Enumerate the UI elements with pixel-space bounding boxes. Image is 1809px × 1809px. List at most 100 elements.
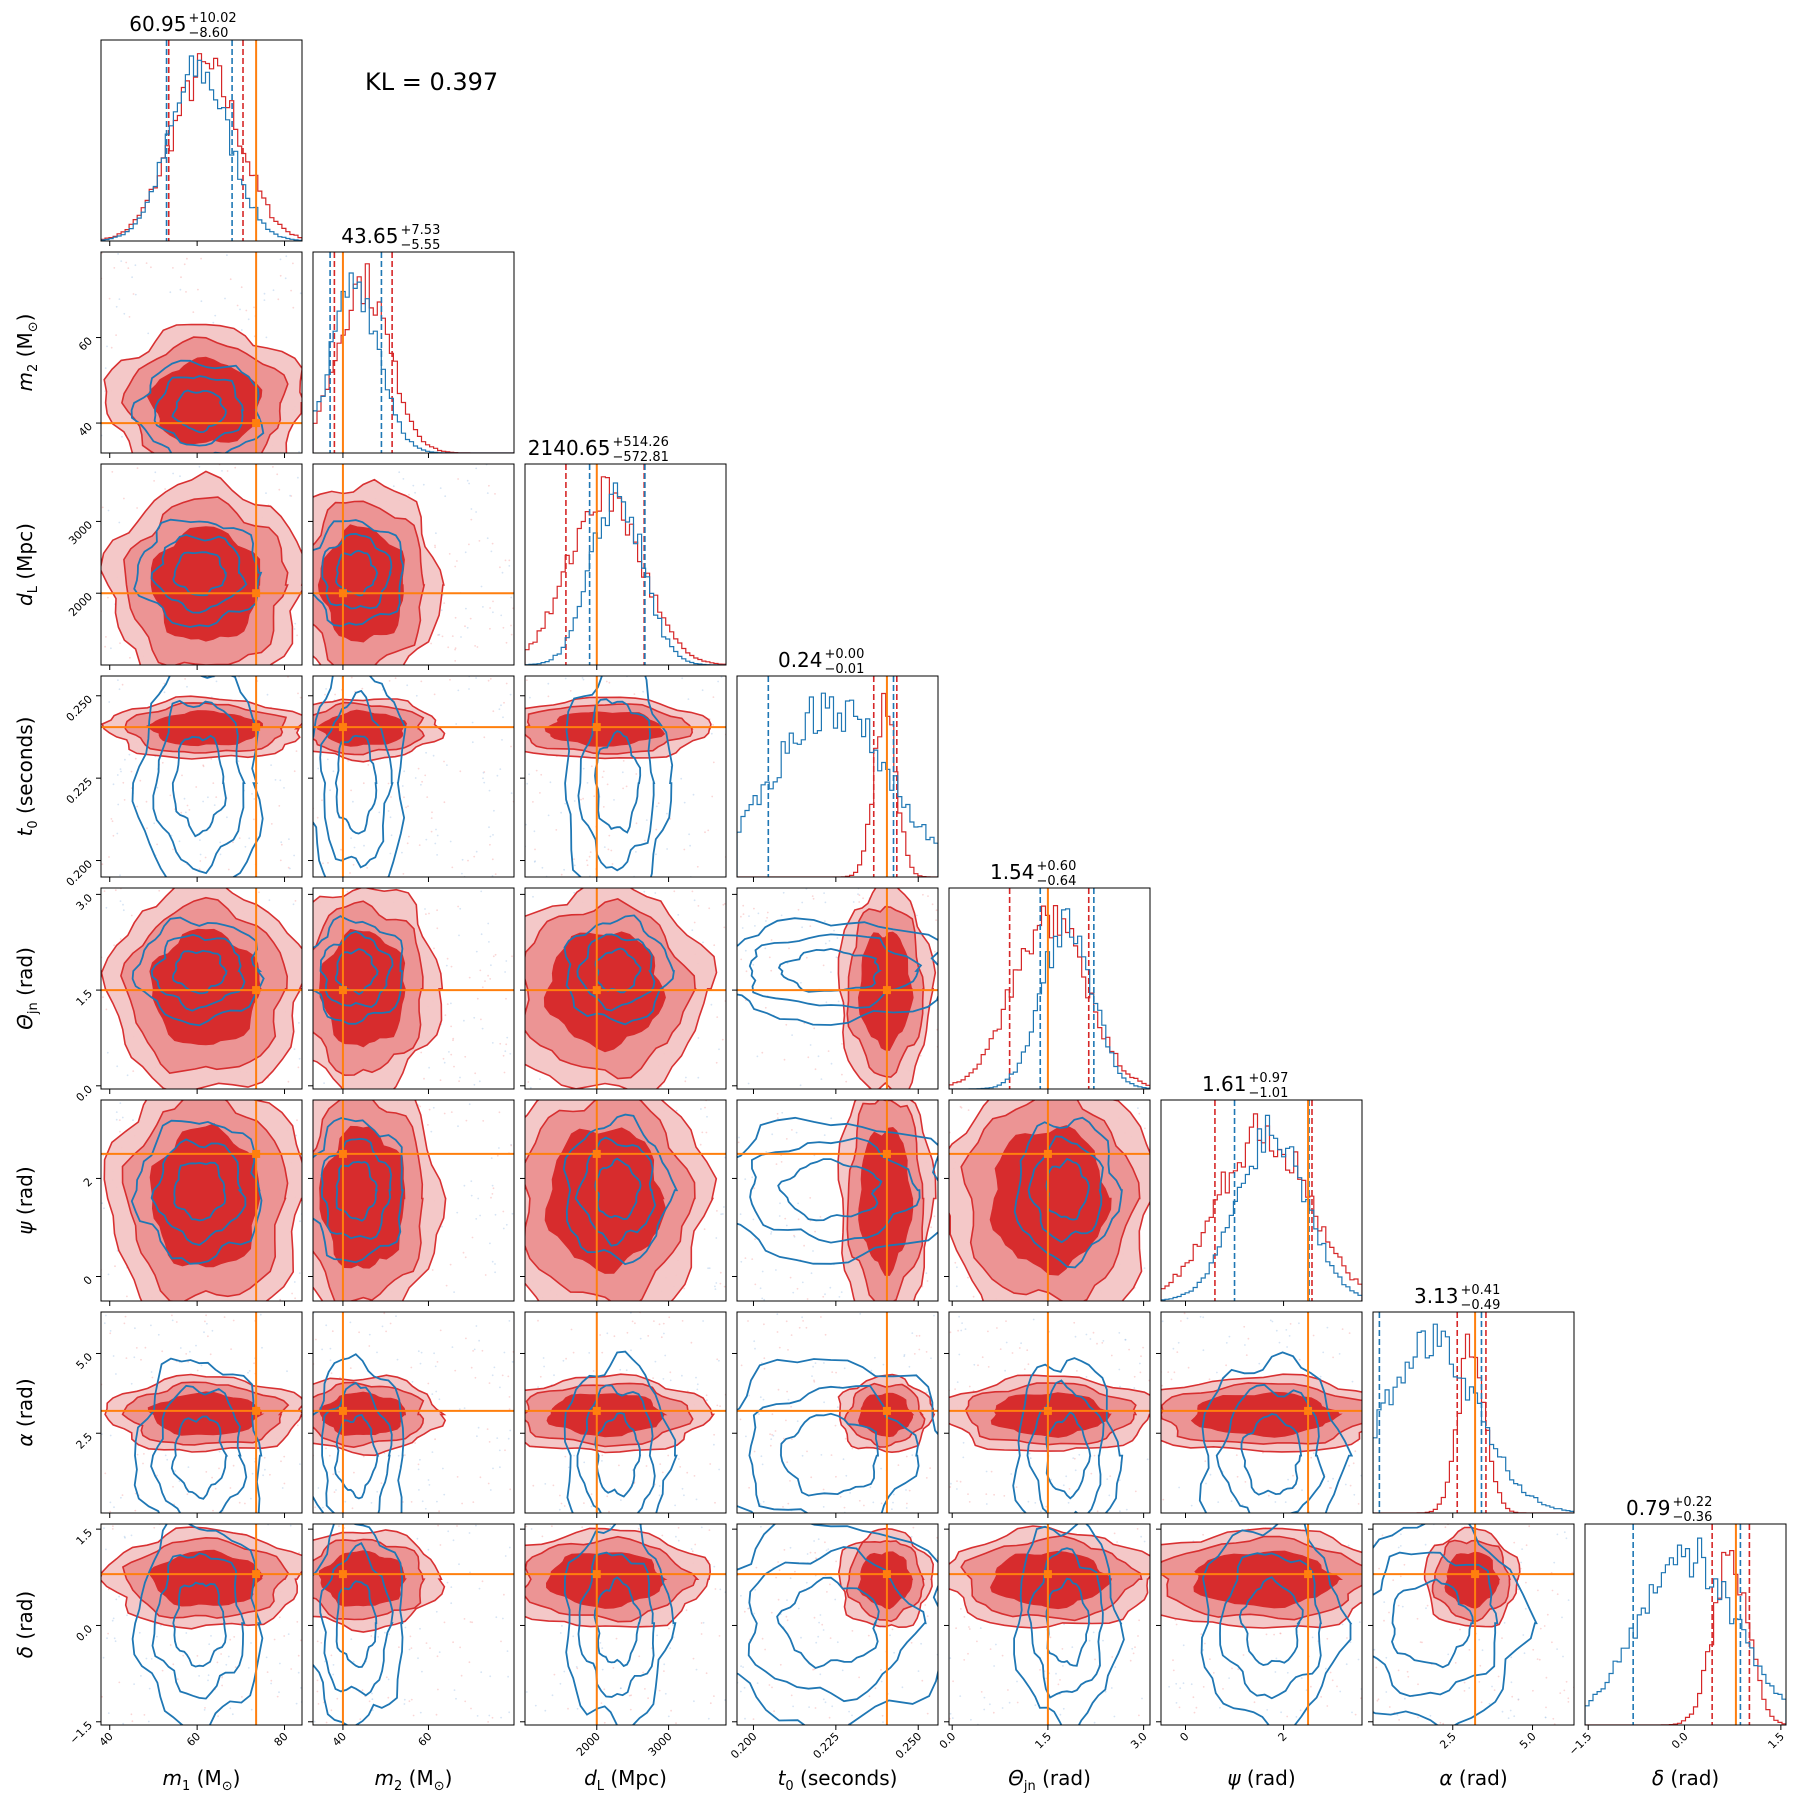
- sample-point: [713, 944, 716, 947]
- sample-point: [443, 801, 446, 804]
- sample-point: [754, 925, 756, 927]
- sample-point: [455, 723, 458, 725]
- truth-marker: [1471, 1570, 1480, 1579]
- sample-point: [442, 1467, 444, 1470]
- sample-point: [1134, 1490, 1137, 1493]
- sample-point: [529, 1086, 532, 1089]
- sample-point: [814, 1551, 817, 1554]
- sample-point: [1339, 1690, 1342, 1693]
- y-tick-label: 0.225: [64, 775, 95, 806]
- sample-point: [410, 1366, 413, 1369]
- sample-point: [142, 1462, 144, 1465]
- sample-point: [1001, 1707, 1004, 1709]
- sample-point: [290, 495, 293, 497]
- sample-point: [783, 1549, 786, 1551]
- sample-point: [835, 956, 838, 959]
- sample-point: [438, 1510, 440, 1513]
- sample-point: [1124, 1338, 1127, 1341]
- truth-marker: [1304, 1570, 1313, 1579]
- sample-point: [547, 814, 550, 817]
- contour-blue-1: [321, 1381, 393, 1513]
- sample-point: [1175, 1702, 1178, 1704]
- sample-point: [295, 1134, 297, 1137]
- sample-point: [412, 484, 415, 487]
- sample-point: [786, 1461, 789, 1464]
- sample-point: [1497, 1675, 1500, 1678]
- sample-point: [722, 903, 725, 906]
- panel-content: [525, 676, 726, 877]
- panel-psi-dl: [520, 1099, 727, 1306]
- sample-point: [837, 1000, 840, 1003]
- sample-point: [1348, 1464, 1350, 1467]
- sample-point: [1119, 1510, 1121, 1513]
- sample-point: [473, 1083, 476, 1086]
- sample-point: [687, 698, 690, 700]
- sample-point: [212, 782, 215, 784]
- sample-point: [625, 785, 628, 788]
- sample-point: [482, 1120, 485, 1122]
- sample-point: [1509, 1709, 1512, 1712]
- sample-point: [976, 1640, 978, 1643]
- sample-point: [452, 1037, 455, 1040]
- contour-blue-2: [171, 949, 228, 995]
- sample-point: [776, 1331, 779, 1333]
- sample-point: [1278, 1341, 1281, 1344]
- sample-point: [822, 1488, 825, 1491]
- sample-point: [813, 1540, 815, 1542]
- sample-point: [897, 1464, 900, 1466]
- sample-point: [245, 309, 248, 312]
- sample-point: [476, 1715, 479, 1717]
- sample-point: [156, 786, 159, 789]
- sample-point: [891, 1628, 894, 1631]
- sample-point: [1049, 1636, 1052, 1639]
- sample-point: [460, 636, 462, 638]
- sample-point: [702, 1621, 705, 1624]
- sample-point: [491, 1042, 494, 1044]
- sample-point: [272, 466, 274, 468]
- sample-point: [792, 1291, 795, 1294]
- sample-point: [993, 1665, 995, 1667]
- sample-point: [153, 480, 155, 482]
- panel-thetajn-dl: [520, 887, 727, 1094]
- sample-point: [1567, 1701, 1570, 1703]
- sample-point: [199, 839, 201, 841]
- sample-point: [202, 800, 204, 803]
- sample-point: [463, 1019, 465, 1022]
- sample-point: [480, 1671, 483, 1674]
- sample-point: [111, 471, 114, 473]
- sample-point: [185, 291, 187, 293]
- sample-point: [1524, 1607, 1527, 1610]
- sample-point: [410, 1698, 413, 1701]
- sample-point: [823, 1401, 825, 1404]
- sample-point: [949, 1657, 952, 1659]
- sample-point: [806, 1298, 809, 1300]
- sample-point: [200, 300, 203, 303]
- sample-point: [1553, 1561, 1556, 1564]
- sample-point: [893, 1651, 895, 1654]
- sample-point: [609, 1525, 612, 1528]
- sample-point: [959, 1480, 962, 1483]
- sample-point: [496, 1437, 499, 1439]
- sample-point: [184, 678, 186, 680]
- sample-point: [719, 1282, 722, 1285]
- sample-point: [207, 1335, 209, 1338]
- sample-point: [112, 1525, 114, 1528]
- contour-red-2: [149, 1123, 261, 1268]
- sample-point: [851, 1714, 853, 1717]
- sample-point: [764, 1648, 766, 1651]
- sample-point: [921, 1679, 924, 1682]
- panel-frame: [100, 1099, 303, 1302]
- sample-point: [491, 1374, 494, 1377]
- sample-point: [206, 1322, 208, 1325]
- sample-point: [1204, 1642, 1206, 1645]
- sample-point: [493, 1366, 496, 1369]
- panel-content: [1161, 1524, 1362, 1725]
- sample-point: [509, 1052, 512, 1055]
- contour-blue-1: [150, 1384, 248, 1513]
- sample-point: [643, 890, 646, 893]
- sample-point: [747, 1607, 750, 1610]
- sample-point: [960, 1608, 962, 1610]
- histogram-blue: [525, 482, 726, 665]
- sample-point: [333, 1491, 336, 1493]
- sample-point: [119, 642, 121, 645]
